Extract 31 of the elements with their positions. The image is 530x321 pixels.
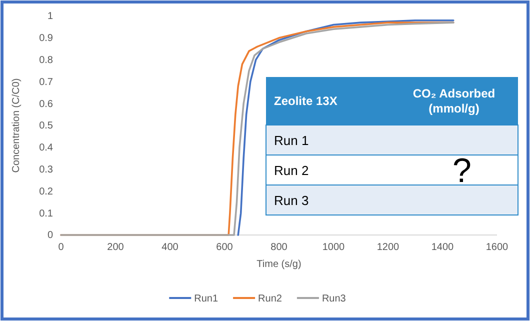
x-tick-label: 1400 [431, 242, 454, 254]
legend-label: Run3 [322, 294, 346, 304]
x-tick-label: 1600 [486, 242, 509, 254]
y-tick-label: 0.9 [39, 33, 54, 44]
x-tick-label: 0 [58, 242, 64, 254]
y-tick-label: 0.3 [39, 164, 54, 176]
x-tick-label: 600 [216, 242, 234, 254]
y-tick-label: 0.6 [39, 98, 54, 110]
y-tick-label: 0.5 [39, 120, 54, 132]
x-axis-title: Time (s/g) [256, 259, 302, 270]
annotation: Run 3 [274, 193, 309, 208]
y-tick-label: 0.4 [39, 142, 54, 154]
annotation: Run 1 [274, 133, 309, 148]
y-tick-label: 0.8 [39, 55, 54, 66]
y-tick-label: 0.1 [39, 208, 54, 220]
x-tick-label: 1000 [322, 242, 346, 254]
x-tick-label: 200 [107, 242, 124, 254]
y-axis-title: Concentration (C/C0) [11, 78, 22, 173]
y-tick-label: 1 [47, 11, 54, 22]
annotation: Run 2 [274, 163, 309, 178]
x-tick-label: 400 [162, 242, 179, 254]
x-tick-label: 800 [270, 242, 288, 254]
annotation: CO₂ Adsorbed (mmol/g) [412, 86, 496, 116]
y-tick-label: 0.2 [39, 186, 54, 198]
legend-label: Run2 [258, 294, 282, 304]
y-tick-label: 0 [47, 230, 54, 242]
y-tick-label: 0.7 [39, 76, 54, 88]
x-tick-label: 1200 [376, 242, 400, 254]
legend-label: Run1 [194, 294, 218, 304]
annotation: Zeolite 13X [274, 94, 338, 108]
annotation: ? [452, 152, 472, 190]
